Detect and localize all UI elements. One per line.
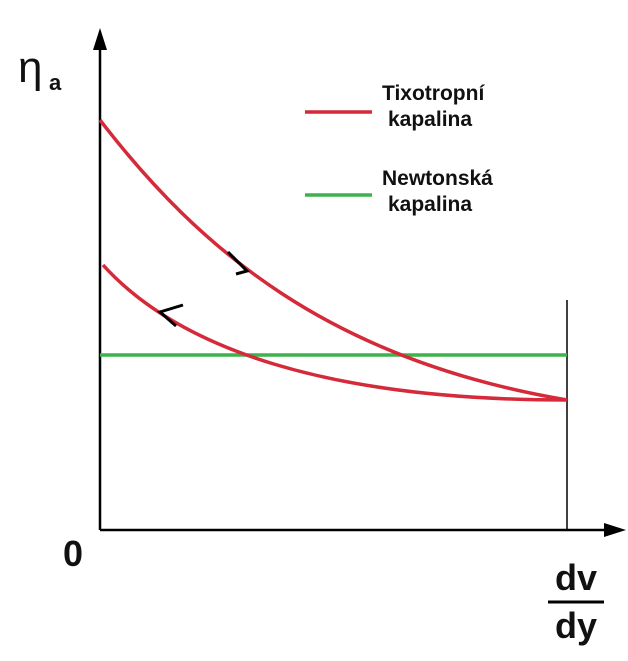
legend-label: kapalina: [388, 108, 472, 131]
direction-arrow: [226, 250, 250, 276]
y-axis-arrow: [93, 28, 107, 50]
y-axis-label-subscript: a: [49, 70, 62, 95]
thixotropic-up-curve: [98, 118, 568, 402]
thixotropic-down-curve: [101, 263, 568, 402]
legend-label: kapalina: [388, 193, 472, 216]
origin-label: 0: [63, 533, 83, 574]
x-axis-arrow: [604, 523, 626, 537]
direction-arrow: [156, 303, 184, 328]
legend-label: Tixotropní: [382, 82, 485, 105]
x-axis-label-denominator: dy: [555, 605, 597, 646]
y-axis-label: η: [18, 43, 42, 92]
legend-label: Newtonská: [382, 167, 493, 190]
x-axis-label-numerator: dv: [555, 557, 597, 598]
